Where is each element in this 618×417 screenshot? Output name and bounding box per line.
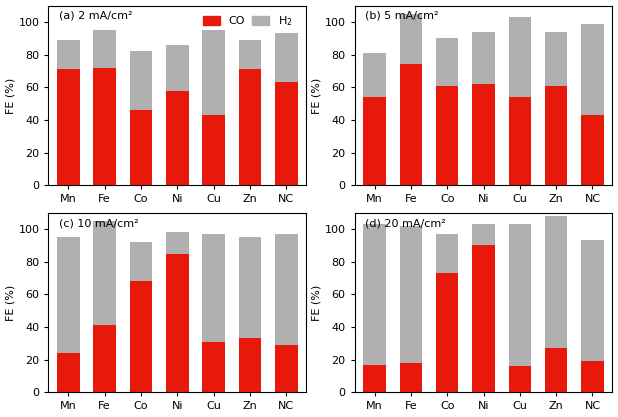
Bar [130, 242, 152, 281]
Bar [400, 363, 422, 392]
Bar [57, 40, 80, 69]
Bar [202, 342, 225, 392]
Bar [130, 51, 152, 110]
Bar [275, 33, 297, 83]
Bar [275, 234, 297, 345]
Bar [93, 221, 116, 325]
Bar [400, 64, 422, 185]
Bar [581, 115, 604, 185]
Bar [472, 224, 495, 245]
Bar [202, 115, 225, 185]
Bar [545, 216, 567, 348]
Bar [275, 83, 297, 185]
Bar [545, 32, 567, 85]
Bar [93, 68, 116, 185]
Bar [509, 97, 531, 185]
Bar [239, 40, 261, 69]
Text: (b) 5 mA/cm²: (b) 5 mA/cm² [365, 11, 438, 21]
Bar [166, 254, 188, 392]
Bar [545, 85, 567, 185]
Text: (c) 10 mA/cm²: (c) 10 mA/cm² [59, 218, 138, 228]
Bar [436, 234, 459, 273]
Bar [130, 110, 152, 185]
Text: (a) 2 mA/cm²: (a) 2 mA/cm² [59, 11, 132, 21]
Bar [436, 85, 459, 185]
Bar [57, 237, 80, 353]
Bar [472, 245, 495, 392]
Bar [239, 69, 261, 185]
Bar [57, 69, 80, 185]
Bar [57, 353, 80, 392]
Y-axis label: FE (%): FE (%) [6, 284, 15, 321]
Bar [581, 23, 604, 115]
Y-axis label: FE (%): FE (%) [311, 77, 322, 113]
Bar [363, 364, 386, 392]
Bar [472, 32, 495, 84]
Text: (d) 20 mA/cm²: (d) 20 mA/cm² [365, 218, 446, 228]
Bar [202, 234, 225, 342]
Bar [509, 224, 531, 366]
Bar [130, 281, 152, 392]
Bar [93, 325, 116, 392]
Bar [166, 90, 188, 185]
Y-axis label: FE (%): FE (%) [311, 284, 322, 321]
Bar [202, 30, 225, 115]
Y-axis label: FE (%): FE (%) [6, 77, 15, 113]
Bar [509, 366, 531, 392]
Bar [363, 53, 386, 97]
Bar [436, 38, 459, 85]
Bar [275, 345, 297, 392]
Bar [400, 226, 422, 363]
Bar [363, 224, 386, 364]
Bar [545, 348, 567, 392]
Bar [93, 30, 116, 68]
Legend: CO, H$_2$: CO, H$_2$ [200, 11, 295, 32]
Bar [472, 84, 495, 185]
Bar [581, 362, 604, 392]
Bar [239, 339, 261, 392]
Bar [436, 273, 459, 392]
Bar [400, 14, 422, 64]
Bar [581, 241, 604, 362]
Bar [166, 232, 188, 254]
Bar [363, 97, 386, 185]
Bar [239, 237, 261, 339]
Bar [509, 17, 531, 97]
Bar [166, 45, 188, 90]
